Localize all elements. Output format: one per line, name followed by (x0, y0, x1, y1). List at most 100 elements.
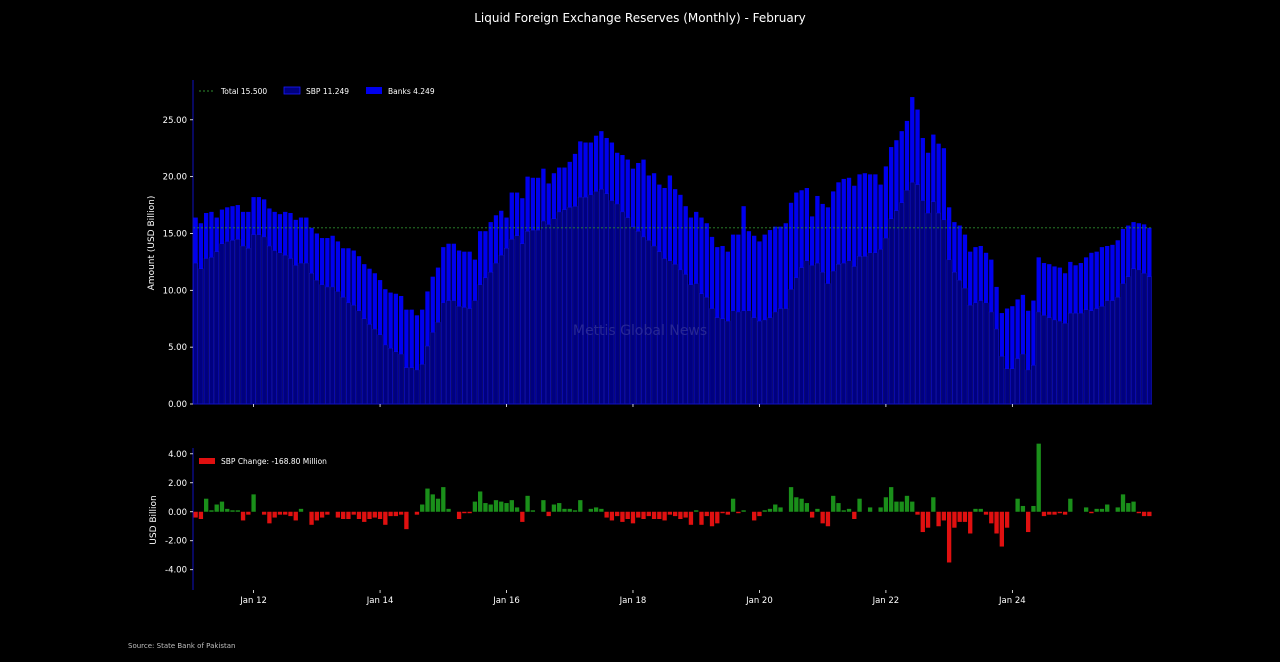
banks-bar (1099, 247, 1105, 307)
sbp-bar (325, 286, 330, 405)
negative-change-bar (293, 511, 298, 521)
sbp-bar (1057, 320, 1063, 405)
banks-bar (441, 247, 446, 303)
sbp-bar (1015, 358, 1020, 405)
positive-change-bar (425, 488, 430, 512)
banks-bar (214, 217, 219, 252)
positive-change-bar (298, 508, 304, 512)
sbp-bar (435, 321, 441, 405)
banks-bar (941, 148, 947, 220)
banks-bar (657, 184, 662, 252)
sbp-bar (440, 302, 446, 405)
sbp-bar (699, 293, 704, 405)
sbp-bar (888, 218, 894, 405)
sbp-bar (1073, 312, 1078, 405)
banks-bar (915, 109, 920, 185)
negative-change-bar (362, 511, 367, 522)
positive-change-bar (889, 487, 894, 512)
sbp-bar (1025, 369, 1031, 405)
sbp-bar (772, 311, 778, 405)
banks-bar (620, 155, 625, 212)
sbp-bar (525, 230, 530, 405)
banks-bar (857, 174, 862, 257)
negative-change-bar (377, 511, 383, 519)
positive-change-bar (741, 510, 746, 512)
banks-bar (478, 231, 483, 285)
positive-change-bar (504, 503, 509, 512)
banks-bar (1041, 263, 1047, 316)
sbp-bar (873, 252, 878, 405)
positive-change-bar (593, 507, 599, 512)
sbp-bar (483, 277, 488, 405)
banks-bar (572, 153, 578, 207)
banks-bar (899, 131, 904, 203)
positive-change-bar (209, 510, 214, 512)
sbp-bar (751, 317, 757, 405)
banks-bar (267, 208, 272, 246)
sbp-bar (267, 245, 272, 405)
positive-change-bar (251, 494, 256, 512)
negative-change-bar (346, 511, 351, 519)
banks-bar (1089, 252, 1094, 311)
y-tick-label-bottom: -4.00 (165, 566, 187, 576)
sbp-bar (641, 236, 646, 405)
banks-bar (683, 206, 688, 275)
banks-bar (567, 161, 572, 208)
sbp-bar (356, 310, 362, 405)
banks-bar (889, 147, 894, 219)
positive-change-bar (973, 508, 978, 512)
sbp-bar (1146, 276, 1152, 405)
negative-change-bar (609, 511, 615, 521)
banks-bar (604, 137, 609, 194)
banks-bar (799, 190, 804, 268)
positive-change-bar (1099, 508, 1105, 512)
positive-change-bar (1115, 507, 1120, 512)
sbp-bar (214, 251, 220, 405)
negative-change-bar (1041, 511, 1047, 517)
negative-change-bar (1089, 511, 1094, 514)
positive-change-bar (230, 510, 235, 512)
sbp-bar (303, 262, 309, 405)
sbp-bar (282, 254, 288, 405)
negative-change-bar (962, 511, 968, 522)
positive-change-bar (478, 491, 483, 512)
banks-bar (546, 183, 551, 225)
sbp-bar (836, 263, 841, 405)
banks-bar (957, 225, 962, 281)
negative-change-bar (272, 511, 277, 518)
banks-bar (931, 134, 936, 202)
banks-bar (667, 175, 673, 261)
banks-bar (630, 168, 636, 227)
y-tick-label-bottom: 0.00 (168, 508, 187, 518)
negative-change-bar (351, 511, 356, 515)
banks-bar (788, 202, 794, 290)
banks-bar (820, 203, 825, 273)
positive-change-bar (509, 500, 514, 512)
sbp-bar (256, 234, 262, 405)
banks-bar (204, 213, 209, 259)
sbp-bar (804, 260, 810, 405)
negative-change-bar (414, 511, 420, 515)
negative-change-bar (398, 511, 404, 515)
positive-change-bar (778, 507, 783, 512)
sbp-bar (467, 308, 472, 405)
sbp-bar (472, 300, 478, 405)
banks-bar (293, 219, 298, 266)
negative-change-bar (309, 511, 314, 525)
banks-bar (862, 173, 867, 257)
negative-change-bar (1057, 511, 1062, 514)
negative-change-bar (989, 511, 994, 524)
negative-change-bar (383, 511, 388, 525)
sbp-bar (193, 262, 198, 405)
banks-bar (646, 175, 651, 241)
sbp-bar (720, 318, 725, 405)
banks-bar (414, 315, 420, 370)
positive-change-bar (762, 510, 767, 512)
sbp-bar (736, 311, 741, 405)
sbp-bar (519, 243, 525, 405)
sbp-bar (340, 296, 346, 405)
banks-bar (994, 286, 999, 329)
positive-change-bar (846, 508, 852, 512)
positive-change-bar (562, 508, 567, 512)
banks-bar (999, 313, 1004, 357)
